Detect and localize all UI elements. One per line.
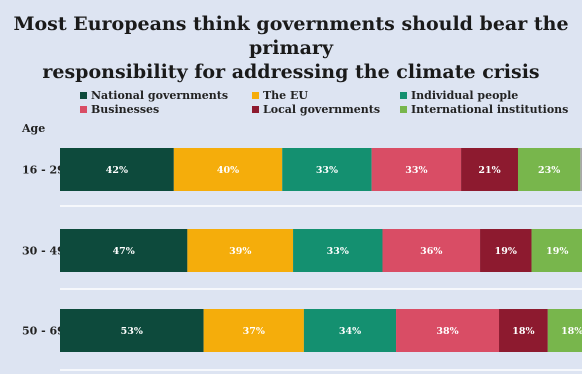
legend-swatch (252, 106, 259, 113)
legend-label: Local governments (263, 103, 381, 116)
legend-swatch (400, 106, 407, 113)
bar-segment (547, 309, 582, 352)
bar-segment (60, 309, 204, 352)
bar-data-label: 23% (538, 165, 560, 176)
bar-data-label: 38% (436, 326, 458, 337)
bar-segment (382, 229, 481, 272)
bar-data-label: 34% (339, 326, 361, 337)
legend-swatch (252, 92, 259, 99)
bar-data-label: 33% (405, 165, 427, 176)
bar-segment (282, 148, 372, 191)
bar-segment (580, 148, 582, 191)
y-axis-label: Age (22, 122, 46, 135)
bar-segment (173, 148, 283, 191)
bar-data-label: 19% (546, 246, 568, 257)
legend-swatch (80, 92, 87, 99)
bar-data-label: 37% (243, 326, 265, 337)
chart-title-line-1: Most Europeans think governments should … (13, 13, 569, 59)
bar-data-label: 18% (561, 326, 582, 337)
legend-label: Individual people (411, 89, 519, 102)
category-label: 50 - 69 (22, 325, 65, 338)
category-label: 30 - 49 (22, 245, 65, 258)
bar-segment (396, 309, 500, 352)
bar-segment (517, 148, 581, 191)
chart-title: Most Europeans think governments should … (0, 12, 582, 84)
bar-data-label: 19% (495, 246, 517, 257)
legend-label: The EU (263, 89, 308, 102)
bar-data-label: 36% (420, 246, 442, 257)
bar-data-label: 33% (316, 165, 338, 176)
bar-data-label: 47% (113, 246, 135, 257)
legend-item-national-governments: National governments (80, 89, 228, 102)
legend-label: Businesses (91, 103, 160, 116)
bar-segment (480, 229, 532, 272)
bar-segment (461, 148, 518, 191)
bar-segment (203, 309, 304, 352)
legend-label: International institutions (411, 103, 569, 116)
legend-swatch (80, 106, 87, 113)
bar-data-label: 21% (478, 165, 500, 176)
chart-legend: National governments The EU Individual peo… (80, 89, 580, 119)
legend-item-businesses: Businesses (80, 103, 159, 116)
bar-segment (60, 229, 188, 272)
bar-segment (499, 309, 548, 352)
legend-item-international-institutions: International institutions (400, 103, 568, 116)
bar-data-label: 39% (229, 246, 251, 257)
bar-segment (371, 148, 462, 191)
bar-segment (187, 229, 294, 272)
bar-data-label: 40% (217, 165, 239, 176)
chart-title-line-2: responsibility for addressing the climat… (42, 61, 540, 83)
legend-item-individual-people: Individual people (400, 89, 518, 102)
bar-data-label: 33% (327, 246, 349, 257)
category-label: 16 - 29 (22, 164, 65, 177)
legend-label: National governments (91, 89, 229, 102)
bar-data-label: 18% (512, 326, 534, 337)
legend-item-local-governments: Local governments (252, 103, 380, 116)
bar-segment (303, 309, 397, 352)
legend-item-the-eu: The EU (252, 89, 308, 102)
legend-swatch (400, 92, 407, 99)
bar-segment (293, 229, 383, 272)
bar-segment (60, 148, 174, 191)
bar-data-label: 42% (106, 165, 128, 176)
bar-segment (531, 229, 582, 272)
bar-data-label: 53% (121, 326, 143, 337)
